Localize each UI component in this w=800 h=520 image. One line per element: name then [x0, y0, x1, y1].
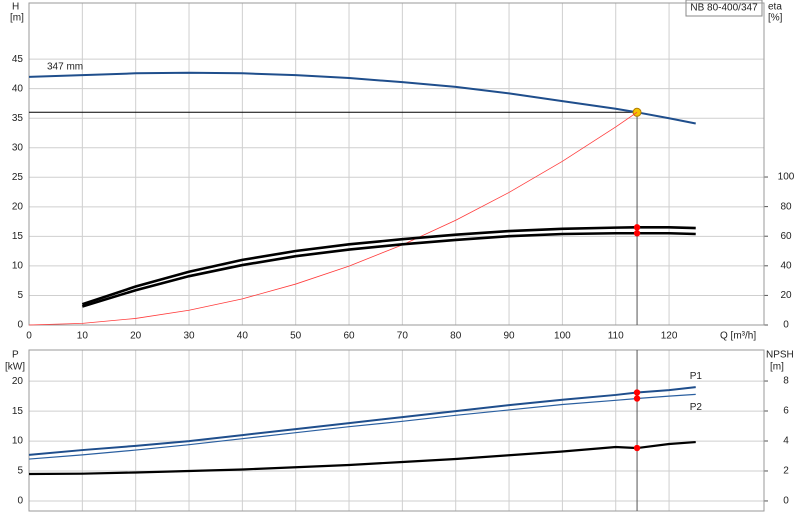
y-tick-label: 5 [17, 290, 23, 301]
y-tick-label: 0 [17, 496, 23, 507]
operating-marker [633, 444, 641, 452]
y2-tick-label: 4 [783, 436, 789, 447]
operating-marker [633, 395, 641, 402]
curve [28, 440, 696, 476]
y-tick-label: 15 [12, 406, 24, 417]
y2-tick-label: 0 [783, 320, 789, 331]
title-box [685, 0, 763, 17]
x-tick-label: 70 [397, 331, 409, 342]
y2-unit: [%] [768, 13, 783, 24]
y-tick-label: 45 [12, 54, 24, 65]
operating-marker [633, 224, 641, 231]
series-label: 347 mm [47, 61, 83, 72]
curve [28, 386, 696, 456]
y-tick-label: 30 [12, 142, 24, 153]
y-label: H [12, 2, 19, 13]
y2-label: eta [768, 2, 782, 13]
y-tick-label: 5 [17, 466, 23, 477]
y2-unit: [m] [770, 362, 784, 373]
y-tick-label: 40 [12, 83, 24, 94]
y2-tick-label: 0 [783, 496, 789, 507]
curve [28, 393, 696, 460]
y2-tick-label: 100 [778, 172, 795, 183]
y2-tick-label: 20 [780, 290, 792, 301]
y-tick-label: 20 [12, 376, 24, 387]
series-label: P1 [690, 371, 703, 382]
y2-tick-label: 8 [783, 376, 789, 387]
x-tick-label: 30 [183, 331, 195, 342]
x-tick-label: 40 [237, 331, 249, 342]
plot-frame [28, 349, 765, 512]
x-tick-label: 90 [503, 331, 515, 342]
y2-label: NPSH [766, 350, 794, 361]
y-tick-label: 10 [12, 261, 24, 272]
curve [28, 111, 638, 326]
curve [81, 231, 696, 308]
x-tick-label: 80 [450, 331, 462, 342]
y-unit: [m] [10, 13, 24, 24]
x-label: Q [m³/h] [720, 331, 756, 342]
x-tick-label: 100 [554, 331, 571, 342]
operating-marker [633, 230, 641, 237]
y-tick-label: 25 [12, 172, 24, 183]
y2-tick-label: 2 [783, 466, 789, 477]
x-tick-label: 50 [290, 331, 302, 342]
y-tick-label: 20 [12, 201, 24, 212]
y-label: P [12, 350, 19, 361]
y-tick-label: 15 [12, 231, 24, 242]
curve [28, 71, 696, 125]
y2-tick-label: 60 [780, 231, 792, 242]
y2-tick-label: 80 [780, 201, 792, 212]
x-tick-label: 110 [608, 331, 624, 342]
y-tick-label: 0 [17, 320, 23, 331]
x-tick-label: 120 [661, 331, 678, 342]
x-tick-label: 0 [26, 331, 32, 342]
x-tick-label: 20 [130, 331, 142, 342]
x-tick-label: 10 [77, 331, 89, 342]
curve [81, 226, 696, 306]
plot-frame [28, 2, 765, 326]
y-tick-label: 10 [12, 436, 24, 447]
operating-marker [633, 389, 641, 396]
y-unit: [kW] [5, 362, 25, 373]
chart-title: NB 80-400/347 [690, 3, 758, 14]
y2-tick-label: 6 [783, 406, 789, 417]
y2-tick-label: 40 [780, 260, 792, 271]
x-tick-label: 60 [343, 331, 355, 342]
series-label: P2 [690, 402, 703, 413]
y-tick-label: 35 [12, 113, 24, 124]
